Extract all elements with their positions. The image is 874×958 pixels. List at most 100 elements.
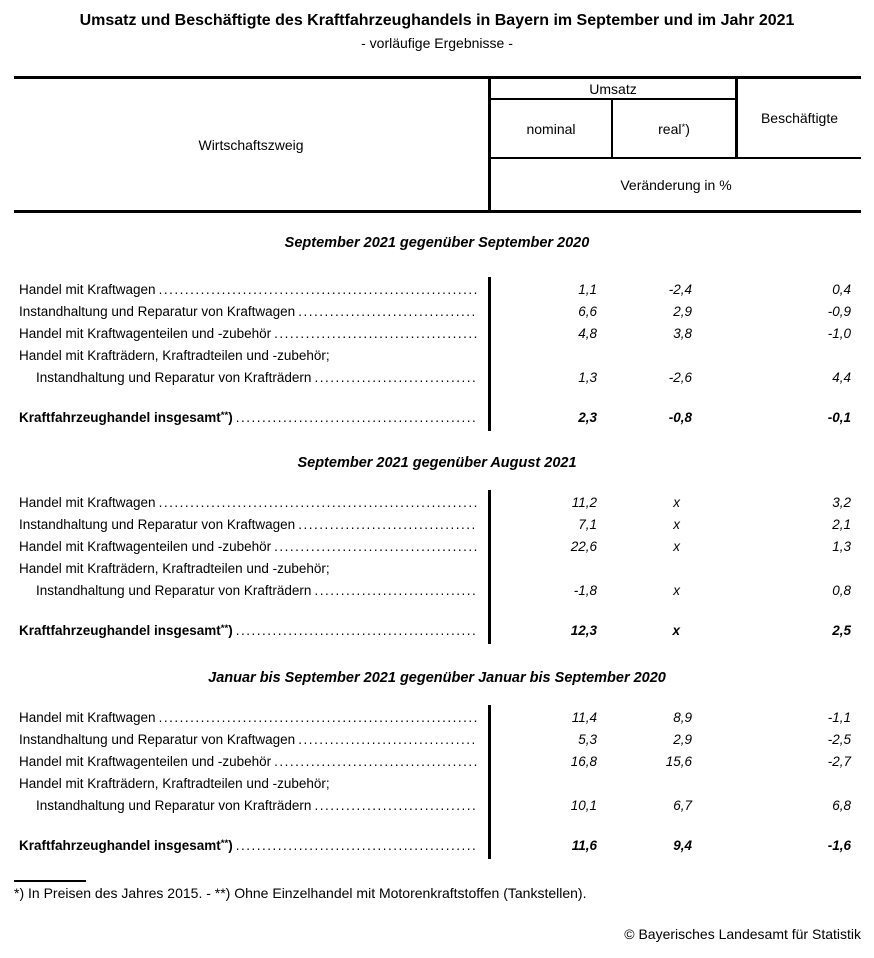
value-real: -2,6 [668, 370, 692, 385]
value-beschaeftigte: 0,8 [832, 583, 851, 598]
row-label: Handel mit Kraftwagenteilen und -zubehör [19, 539, 272, 554]
copyright-notice: © Bayerisches Landesamt für Statistik [624, 926, 861, 942]
divider-umsatz-underline [491, 98, 735, 100]
row-label-cell: Handel mit Kraftwagen [14, 279, 488, 301]
row-label-cell: Instandhaltung und Reparatur von Kraftwa… [14, 729, 488, 751]
row-label: Handel mit Krafträdern, Kraftradteilen u… [19, 776, 330, 791]
value-nominal: -1,8 [573, 583, 597, 598]
dotted-leader [314, 795, 478, 817]
table-row: Instandhaltung und Reparatur von Kraftwa… [14, 729, 861, 751]
row-label: Kraftfahrzeughandel insgesamt**) [19, 410, 233, 425]
value-beschaeftigte: 3,2 [832, 495, 851, 510]
divider-section-vertical [488, 705, 491, 859]
row-label-cell: Instandhaltung und Reparatur von Krafträ… [14, 580, 488, 602]
value-nominal: 12,3 [570, 623, 597, 638]
row-label: Instandhaltung und Reparatur von Kraftwa… [19, 732, 296, 747]
value-real: 6,7 [673, 798, 692, 813]
row-label: Handel mit Kraftwagen [19, 710, 156, 725]
value-nominal [488, 773, 612, 795]
value-nominal: 5,3 [578, 732, 597, 747]
table-row: Handel mit Kraftwagen 11,2 x 3,2 [14, 492, 861, 514]
row-label: Handel mit Krafträdern, Kraftradteilen u… [19, 348, 330, 363]
value-nominal: 7,1 [578, 517, 597, 532]
row-label-cell: Instandhaltung und Reparatur von Krafträ… [14, 795, 488, 817]
dotted-leader [274, 536, 478, 558]
value-nominal: 16,8 [570, 754, 597, 769]
section-body: Handel mit Kraftwagen 1,1 -2,4 0,4 Insta… [14, 277, 861, 431]
value-nominal [488, 558, 612, 580]
table-row: Instandhaltung und Reparatur von Krafträ… [14, 580, 861, 602]
row-label: Instandhaltung und Reparatur von Krafträ… [36, 798, 312, 813]
divider-subheader-underline [491, 157, 861, 159]
footnote-rule [14, 880, 86, 882]
table-row: Instandhaltung und Reparatur von Krafträ… [14, 367, 861, 389]
value-beschaeftigte: -2,7 [827, 754, 851, 769]
value-nominal: 11,2 [571, 495, 597, 510]
section-heading: September 2021 gegenüber September 2020 [284, 235, 590, 251]
row-label: Kraftfahrzeughandel insgesamt**) [19, 838, 233, 853]
row-label-cell: Instandhaltung und Reparatur von Kraftwa… [14, 514, 488, 536]
row-label-cell: Instandhaltung und Reparatur von Krafträ… [14, 367, 488, 389]
row-label-cell: Kraftfahrzeughandel insgesamt**) [14, 620, 488, 642]
row-label: Handel mit Kraftwagenteilen und -zubehör [19, 754, 272, 769]
table-row: Handel mit Kraftwagen 11,4 8,9 -1,1 [14, 707, 861, 729]
divider-vertical-nominal-real [611, 100, 613, 157]
divider-section-vertical [488, 277, 491, 431]
dotted-leader [236, 835, 478, 857]
dotted-leader [298, 301, 478, 323]
row-label: Handel mit Krafträdern, Kraftradteilen u… [19, 561, 330, 576]
section-body: Handel mit Kraftwagen 11,4 8,9 -1,1 Inst… [14, 705, 861, 859]
dotted-leader [159, 279, 478, 301]
dotted-leader [159, 707, 478, 729]
table-row: Instandhaltung und Reparatur von Kraftwa… [14, 514, 861, 536]
table-row: Handel mit Krafträdern, Kraftradteilen u… [14, 558, 861, 580]
value-real: 9,4 [673, 838, 692, 853]
value-real: x [673, 539, 680, 554]
value-real: -2,4 [668, 282, 692, 297]
row-label-cell: Instandhaltung und Reparatur von Kraftwa… [14, 301, 488, 323]
row-label: Instandhaltung und Reparatur von Kraftwa… [19, 517, 296, 532]
table-header: Wirtschaftszweig Umsatz nominal real*) B… [14, 76, 861, 213]
section-heading: Januar bis September 2021 gegenüber Janu… [208, 670, 666, 686]
row-spacer [14, 602, 861, 620]
value-real: -0,8 [668, 410, 692, 425]
value-nominal: 2,3 [578, 410, 597, 425]
dotted-leader [274, 323, 478, 345]
value-real [612, 558, 735, 580]
dotted-leader [314, 367, 478, 389]
table-row: Handel mit Krafträdern, Kraftradteilen u… [14, 345, 861, 367]
row-label-cell: Handel mit Kraftwagen [14, 707, 488, 729]
row-label-cell: Handel mit Krafträdern, Kraftradteilen u… [14, 345, 488, 367]
page-subtitle: - vorläufige Ergebnisse - [361, 35, 513, 51]
footnote: *) In Preisen des Jahres 2015. - **) Ohn… [14, 885, 587, 901]
value-real: 2,9 [673, 732, 692, 747]
row-label: Instandhaltung und Reparatur von Krafträ… [36, 583, 312, 598]
value-beschaeftigte [735, 345, 861, 367]
value-nominal: 10,1 [570, 798, 597, 813]
value-real: 8,9 [673, 710, 692, 725]
value-beschaeftigte: 1,3 [832, 539, 851, 554]
value-beschaeftigte: 0,4 [832, 282, 851, 297]
row-spacer [14, 817, 861, 835]
row-label-cell: Handel mit Krafträdern, Kraftradteilen u… [14, 773, 488, 795]
value-real: x [672, 623, 680, 638]
header-cell-real: real*) [658, 120, 690, 137]
total-row: Kraftfahrzeughandel insgesamt**) 12,3 x … [14, 620, 861, 642]
dotted-leader [314, 580, 478, 602]
row-label-cell: Handel mit Kraftwagen [14, 492, 488, 514]
value-nominal: 6,6 [578, 304, 597, 319]
row-label: Kraftfahrzeughandel insgesamt**) [19, 623, 233, 638]
section-body: Handel mit Kraftwagen 11,2 x 3,2 Instand… [14, 490, 861, 644]
header-cell-veraenderung: Veränderung in % [620, 176, 732, 193]
table-row: Handel mit Krafträdern, Kraftradteilen u… [14, 773, 861, 795]
header-cell-nominal: nominal [526, 120, 576, 137]
divider-vertical-main [488, 79, 491, 210]
value-nominal [488, 345, 612, 367]
value-beschaeftigte: -1,6 [827, 838, 851, 853]
value-real: x [673, 583, 680, 598]
value-real [612, 345, 735, 367]
value-beschaeftigte [735, 558, 861, 580]
value-real: 3,8 [673, 326, 692, 341]
row-spacer [14, 389, 861, 407]
